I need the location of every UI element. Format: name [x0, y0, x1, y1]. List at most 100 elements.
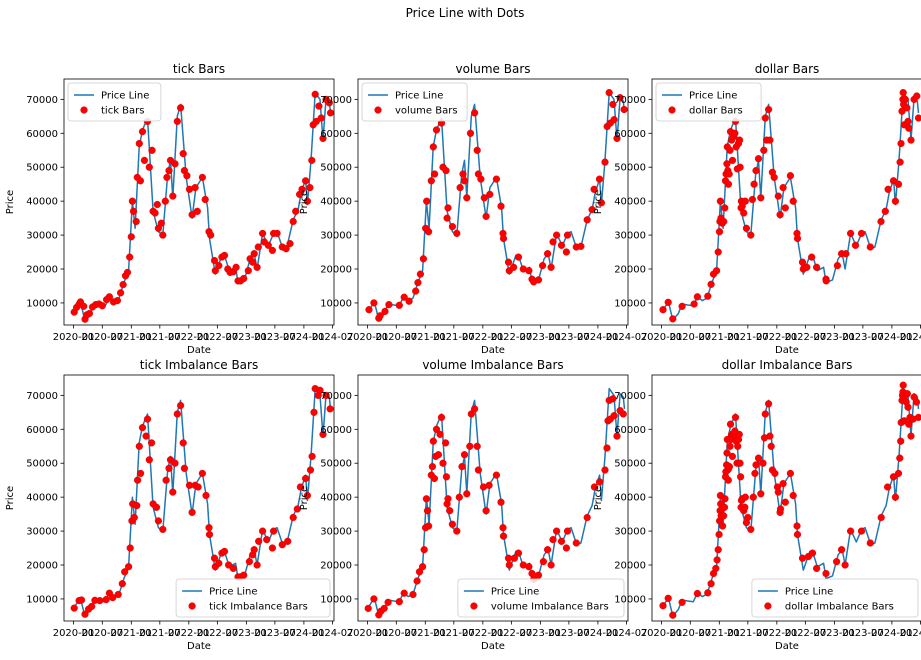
data-point: [436, 430, 444, 439]
data-point: [298, 185, 306, 193]
y-tick-label: 50000: [26, 163, 58, 174]
data-point: [405, 297, 413, 305]
subplot-title: volume Bars: [455, 62, 530, 76]
y-tick-label: 10000: [614, 594, 646, 605]
data-point: [766, 432, 774, 440]
x-tick-label: 2023-07: [548, 628, 590, 639]
data-point: [88, 602, 96, 611]
legend-dot-icon: [188, 602, 196, 610]
y-tick-label: 30000: [614, 527, 646, 538]
y-tick-label: 70000: [320, 391, 352, 402]
data-point: [486, 190, 494, 199]
x-tick-label: 2024-01: [871, 628, 913, 639]
data-point: [466, 129, 475, 137]
x-tick-label: 2023-01: [225, 628, 267, 639]
data-point: [726, 146, 734, 154]
data-point: [726, 420, 735, 428]
x-tick-label: 2020-01: [347, 332, 389, 343]
data-point: [891, 493, 900, 501]
data-point: [712, 564, 720, 573]
x-tick-label: 2023-01: [813, 332, 855, 343]
data-point: [719, 512, 728, 520]
data-point: [215, 262, 223, 270]
x-tick-label: 2020-01: [53, 628, 95, 639]
data-point: [764, 400, 773, 408]
data-point: [179, 150, 187, 158]
data-point: [812, 564, 821, 573]
data-point: [905, 124, 913, 132]
data-point: [431, 170, 439, 178]
data-point: [740, 209, 748, 217]
data-point: [735, 136, 744, 144]
data-point: [563, 231, 572, 239]
data-point: [220, 547, 229, 556]
x-tick-label: 2024-01: [577, 332, 619, 343]
y-axis-label: Price: [5, 486, 16, 510]
data-point: [118, 580, 126, 588]
subplot-5: volume Imbalance Bars 10000 20000 30000 4000…: [299, 358, 647, 652]
data-point: [370, 595, 378, 603]
data-point: [857, 229, 866, 238]
data-point: [538, 262, 547, 270]
data-point: [669, 315, 677, 323]
legend-label-price-line: Price Line: [209, 587, 257, 598]
legend-label-price-line: Price Line: [491, 587, 539, 598]
data-point: [718, 522, 727, 530]
data-point: [427, 177, 435, 185]
x-tick-label: 2020-01: [641, 332, 683, 343]
data-point: [471, 109, 479, 117]
data-point: [543, 546, 552, 554]
data-point: [135, 139, 143, 148]
data-point: [364, 604, 372, 613]
x-tick-label: 2021-07: [433, 332, 475, 343]
data-point: [808, 549, 817, 557]
legend-label-bars: volume Imbalance Bars: [491, 602, 609, 613]
data-point: [678, 302, 686, 310]
data-point: [891, 197, 900, 205]
x-tick-label: 2023-01: [519, 628, 561, 639]
x-tick-label: 2024-07: [312, 332, 354, 343]
legend-label-bars: dollar Imbalance Bars: [785, 602, 894, 613]
data-point: [583, 216, 591, 224]
data-point: [609, 100, 617, 109]
legend-box: [751, 578, 919, 618]
data-point: [268, 246, 277, 255]
data-point: [425, 228, 433, 236]
data-point: [326, 109, 334, 117]
y-axis-label: Price: [299, 190, 310, 214]
y-axis-label: Price: [299, 486, 310, 510]
bar-dots: [659, 381, 921, 619]
data-point: [552, 527, 561, 535]
price-line: [72, 91, 332, 321]
data-point: [754, 155, 763, 163]
data-point: [443, 214, 451, 222]
data-point: [126, 253, 134, 261]
data-point: [914, 413, 921, 421]
data-point: [779, 184, 787, 192]
data-point: [456, 184, 464, 192]
x-tick-label: 2024-01: [577, 628, 619, 639]
data-point: [165, 464, 173, 472]
subplot-title: dollar Bars: [755, 62, 820, 76]
data-point: [735, 430, 743, 439]
data-point: [851, 241, 860, 249]
data-point: [914, 114, 921, 122]
data-point: [423, 197, 431, 205]
data-point: [303, 197, 312, 205]
data-point: [116, 289, 125, 297]
data-point: [905, 420, 913, 428]
data-point: [808, 253, 816, 261]
data-point: [903, 390, 911, 398]
data-point: [316, 386, 324, 394]
x-axis-label: Date: [775, 345, 799, 356]
data-point: [96, 596, 104, 605]
data-point: [601, 158, 609, 166]
data-point: [85, 309, 94, 318]
data-point: [268, 544, 277, 552]
data-point: [897, 437, 905, 445]
data-point: [504, 258, 513, 266]
x-tick-label: 2024-01: [283, 628, 325, 639]
x-tick-label: 2023-01: [519, 332, 561, 343]
data-point: [193, 207, 201, 215]
y-tick-label: 70000: [26, 95, 58, 106]
